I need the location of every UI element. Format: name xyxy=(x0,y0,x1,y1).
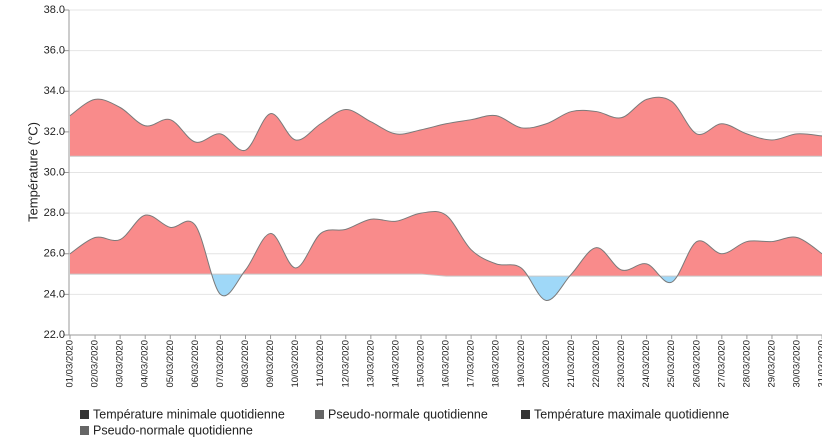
x-tick-label: 30/03/2020 xyxy=(792,340,803,388)
x-tick-label: 24/03/2020 xyxy=(641,340,652,388)
x-tick-label: 15/03/2020 xyxy=(415,340,426,388)
x-tick-label: 01/03/2020 xyxy=(65,340,76,388)
legend-swatch xyxy=(80,426,89,435)
x-tick-label: 07/03/2020 xyxy=(215,340,226,388)
line xyxy=(69,96,822,151)
x-tick-label: 02/03/2020 xyxy=(90,340,101,388)
y-tick-label: 24.0 xyxy=(44,288,65,300)
x-tick-label: 11/03/2020 xyxy=(315,340,326,387)
plot xyxy=(69,96,822,301)
x-tick-label: 20/03/2020 xyxy=(541,340,552,388)
x-tick-label: 06/03/2020 xyxy=(190,340,201,388)
x-tick-label: 03/03/2020 xyxy=(115,340,126,388)
line xyxy=(69,210,822,301)
y-tick-label: 34.0 xyxy=(44,85,65,97)
legend-label: Pseudo-normale quotidienne xyxy=(328,407,488,421)
x-tick-label: 17/03/2020 xyxy=(466,340,477,388)
y-axis-label: Température (°C) xyxy=(25,122,40,222)
legend-label: Pseudo-normale quotidienne xyxy=(93,423,253,437)
legend-label: Température minimale quotidienne xyxy=(93,407,285,421)
y-tick-label: 36.0 xyxy=(44,45,65,57)
x-tick-label: 19/03/2020 xyxy=(516,340,527,388)
x-tick-label: 08/03/2020 xyxy=(240,340,251,388)
legend-label: Température maximale quotidienne xyxy=(534,407,729,421)
x-tick-label: 26/03/2020 xyxy=(691,340,702,388)
x-tick-label: 21/03/2020 xyxy=(566,340,577,388)
y-tick-label: 30.0 xyxy=(44,166,65,178)
x-tick-label: 31/03/2020 xyxy=(817,340,822,388)
area-above xyxy=(70,211,822,277)
y-tick-label: 32.0 xyxy=(44,126,65,138)
x-tick-label: 22/03/2020 xyxy=(591,340,602,388)
x-tick-label: 27/03/2020 xyxy=(716,340,727,388)
x-tick-label: 04/03/2020 xyxy=(140,340,151,388)
x-tick-label: 10/03/2020 xyxy=(290,340,301,388)
area-above xyxy=(70,97,822,157)
normal-line xyxy=(70,273,822,277)
x-tick-label: 13/03/2020 xyxy=(365,340,376,388)
y-tick-label: 22.0 xyxy=(44,329,65,341)
y-tick-label: 38.0 xyxy=(44,4,65,16)
x-tick-label: 23/03/2020 xyxy=(616,340,627,388)
legend-swatch xyxy=(80,410,89,419)
x-tick-label: 28/03/2020 xyxy=(741,340,752,388)
y-tick-label: 28.0 xyxy=(44,207,65,219)
x-tick-label: 14/03/2020 xyxy=(390,340,401,388)
x-tick-label: 05/03/2020 xyxy=(165,340,176,388)
x-tick-label: 29/03/2020 xyxy=(766,340,777,388)
x-tick-label: 12/03/2020 xyxy=(340,340,351,388)
x-tick-label: 16/03/2020 xyxy=(441,340,452,388)
x-tick-label: 09/03/2020 xyxy=(265,340,276,388)
legend-swatch xyxy=(521,410,530,419)
x-tick-label: 18/03/2020 xyxy=(491,340,502,388)
x-tick-label: 25/03/2020 xyxy=(666,340,677,388)
y-tick-label: 26.0 xyxy=(44,248,65,260)
legend-swatch xyxy=(315,410,324,419)
